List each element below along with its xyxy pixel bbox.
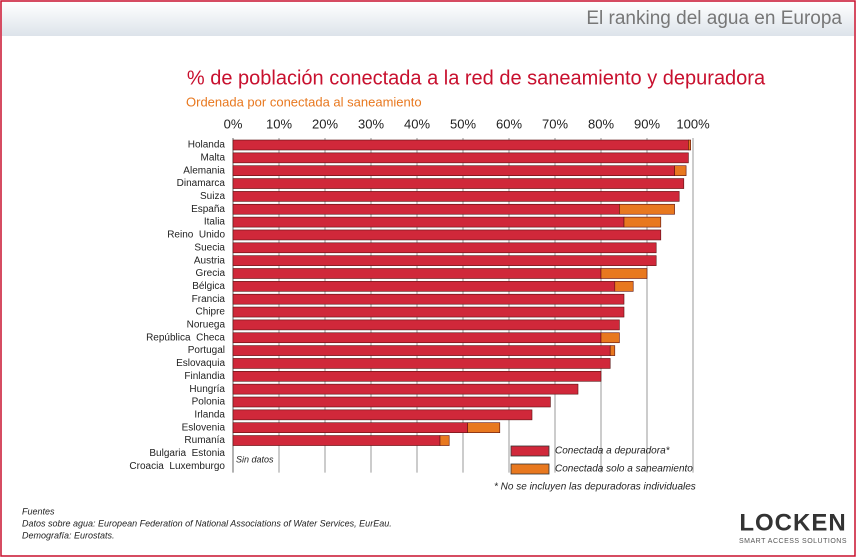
bar-segment (232, 139, 689, 151)
bar-segment (439, 435, 450, 446)
x-tick-label: 0% (224, 116, 243, 131)
y-tick-label: Bulgaria Estonia (149, 448, 225, 459)
source-line: Datos sobre agua: European Federation of… (22, 518, 392, 528)
y-tick-label: Finlandia (184, 371, 225, 382)
bar-segment (600, 332, 620, 344)
header-band (2, 2, 854, 36)
legend-swatch (510, 463, 550, 475)
bar-segment (232, 268, 602, 279)
bar-segment (232, 422, 468, 434)
bar-segment (674, 165, 687, 176)
x-tick-label: 80% (588, 116, 614, 131)
x-tick-label: 70% (542, 116, 568, 131)
y-tick-label: Eslovenia (182, 422, 226, 433)
x-tick-label: 90% (634, 116, 660, 131)
bar-segment (232, 332, 602, 344)
bar-segment (232, 383, 579, 395)
bar-segment (232, 370, 602, 382)
legend-label: Conectada a depuradora* (555, 446, 671, 457)
y-tick-label: Malta (201, 152, 226, 163)
x-tick-label: 30% (358, 116, 384, 131)
y-tick-label: Irlanda (194, 409, 225, 420)
bar-segment (232, 165, 675, 176)
header-title: El ranking del agua en Europa (586, 8, 842, 29)
y-tick-label: España (191, 204, 225, 215)
bar-segment (232, 306, 625, 318)
x-tick-label: 50% (450, 116, 476, 131)
logo: LOCKEN (739, 509, 846, 536)
y-tick-label: Alemania (183, 165, 225, 176)
bar-segment (232, 178, 685, 189)
bar-segment (232, 409, 533, 421)
bar-segment (467, 422, 501, 434)
y-tick-label: Portugal (188, 345, 225, 356)
y-tick-label: Bélgica (192, 281, 225, 292)
y-tick-label: Italia (204, 217, 226, 228)
y-tick-label: Holanda (188, 140, 226, 151)
y-tick-label: Suiza (200, 191, 225, 202)
y-tick-label: Hungría (189, 384, 225, 395)
bar-segment (232, 216, 625, 228)
bar-segment (232, 242, 657, 254)
bar-segment (232, 293, 625, 305)
y-tick-label: Rumanía (184, 435, 225, 446)
y-tick-label: Austria (194, 255, 226, 266)
chart-title: % de población conectada a la red de san… (187, 67, 766, 89)
bar-segment (600, 268, 648, 279)
bar-segment (619, 203, 675, 215)
bar-segment (232, 319, 620, 331)
x-tick-label: 10% (266, 116, 292, 131)
bar-segment (232, 358, 611, 369)
legend-swatch (510, 445, 550, 457)
y-tick-label: Croacia Luxemburgo (129, 461, 225, 472)
y-tick-label: Noruega (187, 320, 226, 331)
y-tick-label: Francia (192, 294, 226, 305)
chart-subtitle: Ordenada por conectada al saneamiento (186, 94, 422, 109)
x-tick-label: 40% (404, 116, 430, 131)
y-tick-label: Reino Unido (167, 230, 225, 241)
x-tick-label: 60% (496, 116, 522, 131)
legend-label: Conectada solo a saneamiento (555, 464, 693, 475)
annotation: Sin datos (236, 454, 274, 464)
logo-tagline: SMART ACCESS SOLUTIONS (739, 538, 847, 545)
bar-segment (609, 345, 616, 356)
y-tick-label: República Checa (146, 332, 225, 343)
bar-segment (232, 255, 657, 266)
bar-segment (232, 152, 689, 164)
bar-segment (232, 281, 616, 292)
bar-segment (232, 203, 620, 215)
y-tick-label: Grecia (196, 268, 226, 279)
bar-segment (232, 229, 662, 241)
y-tick-label: Suecia (194, 242, 225, 253)
bar-segment (614, 281, 634, 292)
sources-title: Fuentes (22, 506, 55, 516)
bar-segment (232, 191, 680, 202)
y-tick-label: Dinamarca (177, 178, 226, 189)
x-tick-label: 20% (312, 116, 338, 131)
bar-segment (688, 139, 692, 151)
y-tick-label: Chipre (196, 307, 226, 318)
bar-segment (623, 216, 662, 228)
footnote: * No se incluyen las depuradoras individ… (494, 482, 696, 493)
y-tick-label: Polonia (192, 397, 226, 408)
y-tick-label: Eslovaquia (176, 358, 225, 369)
x-tick-label: 100% (676, 116, 710, 131)
bar-segment (232, 435, 441, 446)
bar-segment (232, 396, 551, 408)
source-line: Demografía: Eurostats. (22, 530, 115, 540)
bar-segment (232, 345, 611, 356)
